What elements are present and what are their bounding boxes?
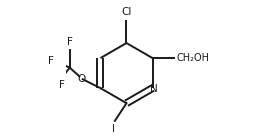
Text: CH₂OH: CH₂OH bbox=[176, 53, 209, 63]
Text: N: N bbox=[150, 84, 158, 95]
Text: Cl: Cl bbox=[121, 7, 132, 17]
Text: I: I bbox=[112, 124, 115, 134]
Text: F: F bbox=[59, 80, 65, 90]
Text: F: F bbox=[48, 56, 54, 67]
Text: O: O bbox=[77, 74, 85, 84]
Text: F: F bbox=[67, 37, 73, 47]
